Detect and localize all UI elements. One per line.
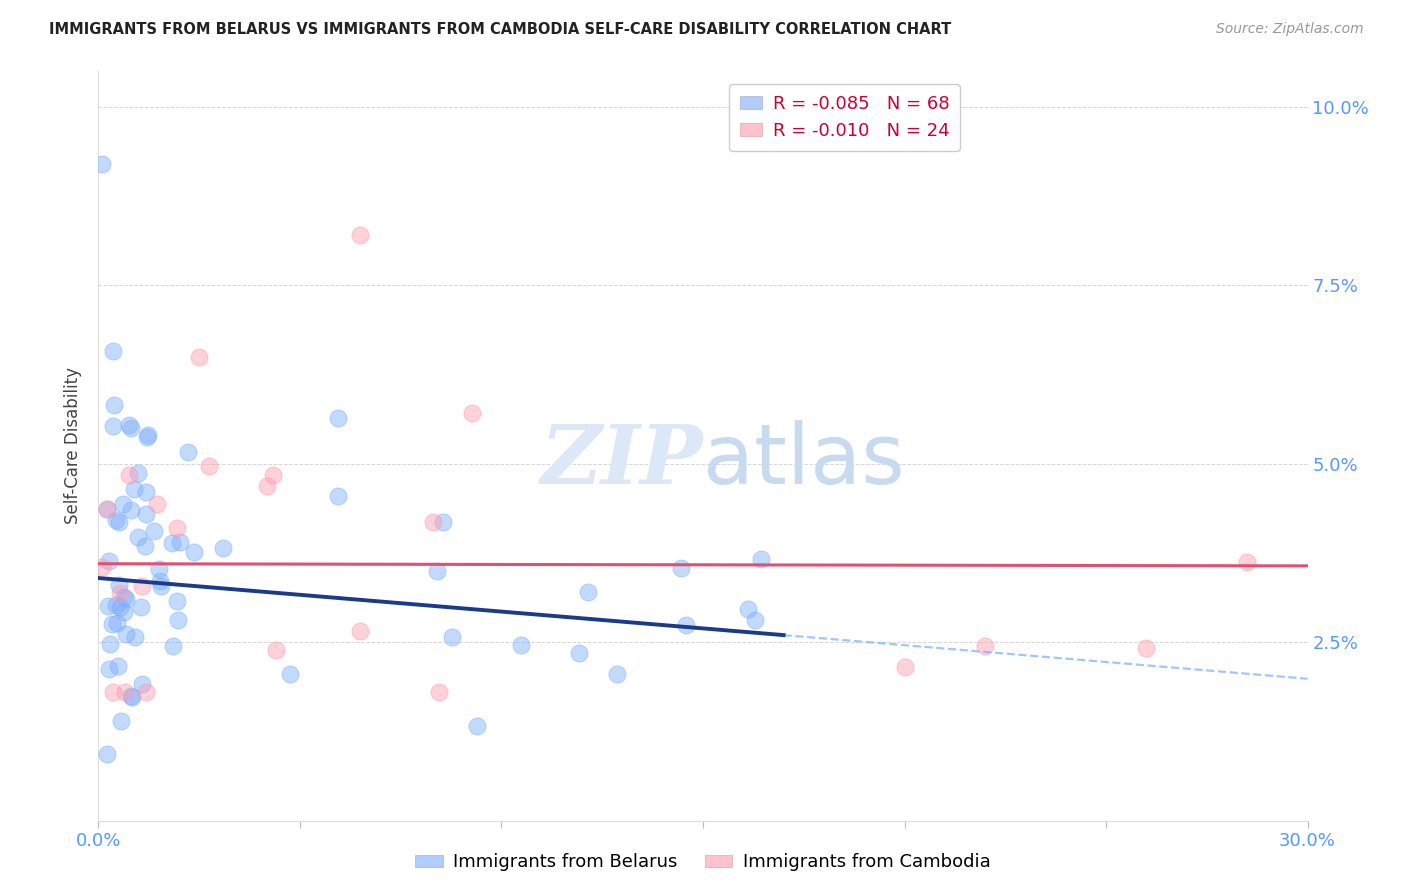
Point	[101, 419, 124, 434]
Point	[131, 676, 153, 690]
Point	[440, 630, 463, 644]
Point	[108, 586, 131, 600]
Point	[118, 417, 141, 432]
Text: atlas: atlas	[703, 420, 904, 501]
Point	[675, 617, 697, 632]
Point	[183, 545, 205, 559]
Point	[112, 497, 135, 511]
Text: IMMIGRANTS FROM BELARUS VS IMMIGRANTS FROM CAMBODIA SELF-CARE DISABILITY CORRELA: IMMIGRANTS FROM BELARUS VS IMMIGRANTS FR…	[49, 22, 952, 37]
Point	[162, 639, 184, 653]
Point	[114, 591, 136, 606]
Point	[135, 507, 157, 521]
Point	[509, 638, 531, 652]
Point	[108, 516, 131, 530]
Point	[104, 513, 127, 527]
Point	[91, 560, 114, 574]
Point	[169, 535, 191, 549]
Point	[893, 660, 915, 674]
Text: Source: ZipAtlas.com: Source: ZipAtlas.com	[1216, 22, 1364, 37]
Point	[606, 667, 628, 681]
Point	[127, 530, 149, 544]
Point	[108, 600, 131, 615]
Point	[114, 685, 136, 699]
Point	[568, 646, 591, 660]
Point	[98, 554, 121, 568]
Point	[118, 468, 141, 483]
Point	[167, 613, 190, 627]
Point	[262, 467, 284, 482]
Text: ZIP: ZIP	[540, 421, 703, 501]
Point	[576, 585, 599, 599]
Point	[135, 429, 157, 443]
Point	[166, 521, 188, 535]
Point	[326, 411, 349, 425]
Point	[120, 421, 142, 435]
Point	[108, 577, 131, 591]
Point	[197, 459, 219, 474]
Point	[101, 343, 124, 358]
Point	[326, 489, 349, 503]
Point	[124, 630, 146, 644]
Point	[461, 406, 484, 420]
Point	[101, 685, 124, 699]
Point	[114, 627, 136, 641]
Point	[148, 562, 170, 576]
Point	[744, 613, 766, 627]
Point	[96, 502, 118, 516]
Point	[212, 541, 235, 556]
Point	[107, 659, 129, 673]
Point	[145, 497, 167, 511]
Point	[112, 605, 135, 619]
Point	[120, 689, 142, 703]
Y-axis label: Self-Care Disability: Self-Care Disability	[65, 368, 83, 524]
Point	[166, 594, 188, 608]
Point	[432, 515, 454, 529]
Point	[280, 666, 302, 681]
Point	[112, 590, 135, 604]
Point	[737, 601, 759, 615]
Point	[131, 578, 153, 592]
Point	[1236, 555, 1258, 569]
Point	[465, 719, 488, 733]
Point	[103, 398, 125, 412]
Point	[349, 624, 371, 638]
Point	[422, 515, 444, 529]
Point	[177, 445, 200, 459]
Point	[134, 539, 156, 553]
Point	[149, 574, 172, 589]
Point	[91, 157, 114, 171]
Point	[974, 639, 997, 653]
Point	[188, 350, 211, 364]
Point	[98, 637, 121, 651]
Point	[256, 479, 278, 493]
Point	[1135, 640, 1157, 655]
Point	[98, 662, 121, 676]
Point	[264, 642, 287, 657]
Point	[749, 552, 772, 566]
Point	[143, 524, 166, 538]
Point	[110, 714, 132, 729]
Point	[96, 747, 118, 761]
Point	[136, 428, 159, 442]
Point	[160, 536, 183, 550]
Point	[105, 615, 128, 630]
Point	[135, 685, 157, 699]
Point	[135, 485, 157, 500]
Legend: Immigrants from Belarus, Immigrants from Cambodia: Immigrants from Belarus, Immigrants from…	[408, 847, 998, 879]
Point	[127, 466, 149, 480]
Point	[349, 228, 371, 243]
Point	[104, 598, 127, 612]
Point	[122, 482, 145, 496]
Point	[427, 685, 450, 699]
Point	[120, 503, 142, 517]
Legend: R = -0.085   N = 68, R = -0.010   N = 24: R = -0.085 N = 68, R = -0.010 N = 24	[730, 84, 960, 151]
Point	[101, 616, 124, 631]
Point	[131, 600, 153, 615]
Point	[149, 579, 172, 593]
Point	[96, 502, 118, 516]
Point	[121, 690, 143, 705]
Point	[97, 599, 120, 614]
Point	[426, 564, 449, 578]
Point	[671, 561, 693, 575]
